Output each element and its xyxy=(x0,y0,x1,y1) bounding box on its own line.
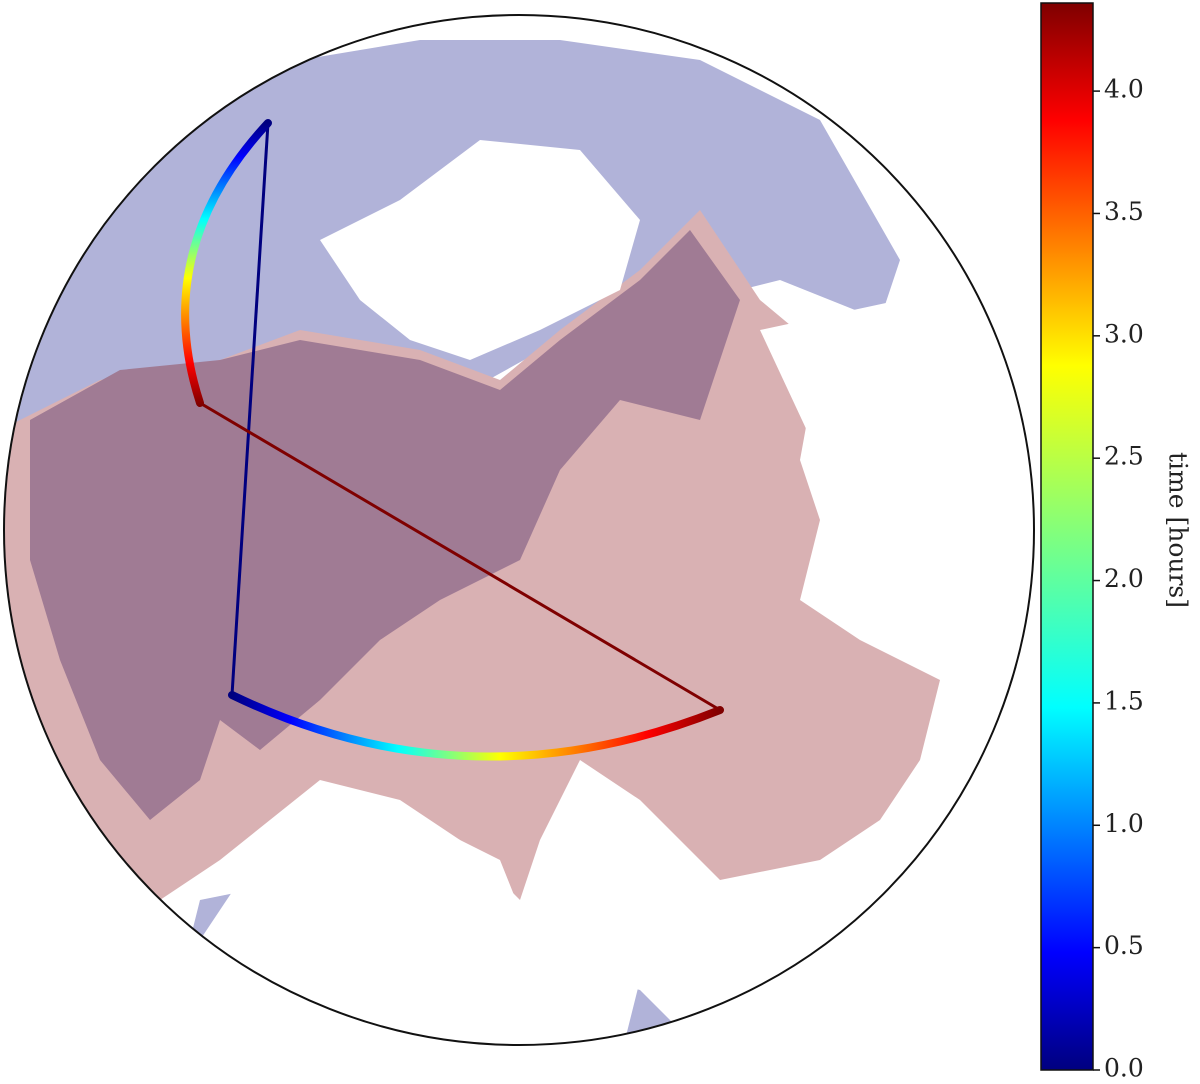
colorbar-tick-label: 2.0 xyxy=(1104,564,1144,593)
trajectory-line xyxy=(230,122,270,696)
land-white xyxy=(760,300,1034,700)
trajectory-arc xyxy=(228,691,724,761)
trajectories xyxy=(181,119,724,761)
colorbar-tick-label: 0.0 xyxy=(1104,1054,1144,1083)
trajectory-arc xyxy=(181,119,272,407)
colorbar-tick-label: 1.0 xyxy=(1104,809,1144,838)
colorbar-tick-label: 0.5 xyxy=(1104,931,1144,960)
trajectory-line xyxy=(199,401,721,712)
land-white xyxy=(320,140,640,360)
land-blue xyxy=(4,40,900,760)
land-overlap xyxy=(30,230,740,820)
colorbar-tick-label: 3.0 xyxy=(1104,319,1144,348)
colorbar-tick-label: 4.0 xyxy=(1104,75,1144,104)
colorbar xyxy=(1040,2,1094,1071)
colorbar-tick-label: 2.5 xyxy=(1104,442,1144,471)
colorbar-label: time [hours] xyxy=(1164,452,1193,608)
colorbar-tick-label: 3.5 xyxy=(1104,197,1144,226)
colorbar-tick-label: 1.5 xyxy=(1104,686,1144,715)
globe-outline xyxy=(3,14,1035,1046)
globe xyxy=(4,40,1034,1045)
